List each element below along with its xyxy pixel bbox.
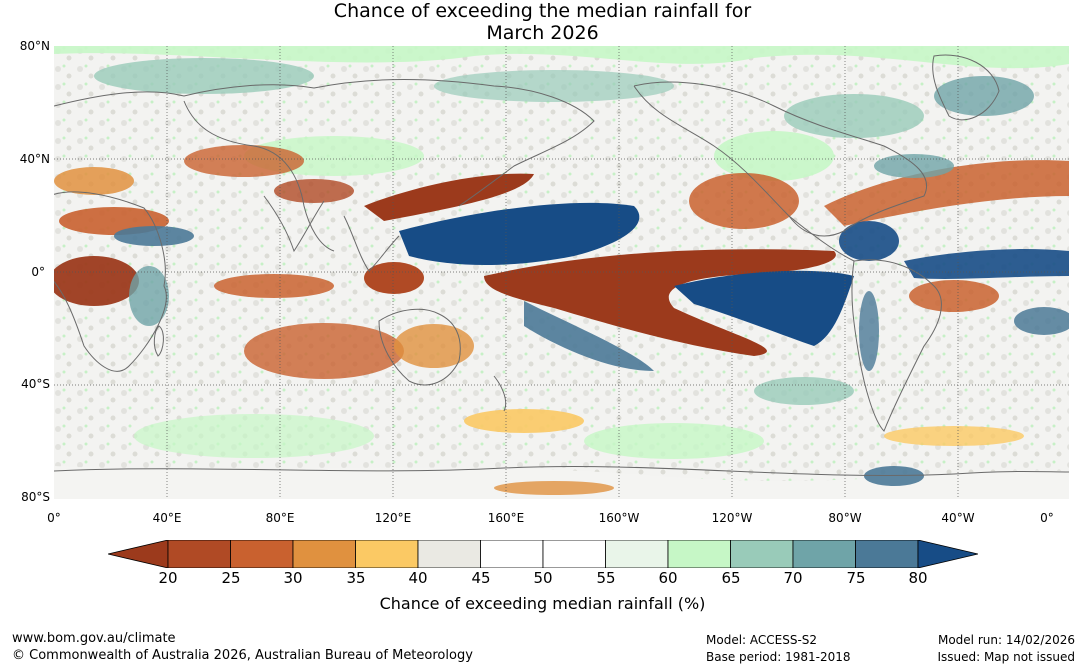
coastlines [54,54,1069,476]
colorbar-tick-55: 55 [596,569,616,587]
colorbar-cap-high [917,540,978,568]
colorbar-tick-30: 30 [283,569,303,587]
lon-label-80w: 80°W [828,511,862,525]
footer-issued: Issued: Map not issued [937,650,1075,664]
rainfall-map[interactable] [54,46,1069,499]
lon-label-120e: 120°E [374,511,412,525]
lon-label-160w: 160°W [598,511,640,525]
colorbar-segment [542,540,606,568]
lon-label-40e: 40°E [152,511,182,525]
colorbar [108,540,978,568]
colorbar-segment [292,540,356,568]
map-title-line2: March 2026 [486,22,599,44]
lon-label-160e: 160°E [487,511,525,525]
footer-website[interactable]: www.bom.gov.au/climate [12,631,176,646]
lon-label-0-east: 0° [1040,511,1054,525]
footer-base-period: Base period: 1981-2018 [706,650,851,664]
colorbar-segment [605,540,669,568]
colorbar-tick-35: 35 [346,569,366,587]
graticule [54,46,1069,499]
colorbar-tick-25: 25 [221,569,241,587]
rainfall-anomaly-field [54,46,1069,499]
lat-label-40n: 40°N [19,152,50,166]
colorbar-tick-40: 40 [408,569,428,587]
footer-copyright: © Commonwealth of Australia 2026, Austra… [12,648,473,663]
colorbar-segment [230,540,294,568]
colorbar-segment [730,540,794,568]
colorbar-segment [417,540,481,568]
lon-label-40w: 40°W [941,511,975,525]
colorbar-segment [855,540,919,568]
lon-label-120w: 120°W [711,511,753,525]
colorbar-tick-45: 45 [471,569,491,587]
lat-label-equator: 0° [31,265,45,279]
colorbar-segment [792,540,856,568]
colorbar-label: Chance of exceeding median rainfall (%) [379,594,706,613]
colorbar-tick-80: 80 [908,569,928,587]
colorbar-segment [667,540,731,568]
colorbar-segment [355,540,419,568]
rainfall-map-svg [54,46,1069,499]
lat-label-80s: 80°S [21,490,50,504]
lat-label-40s: 40°S [21,377,50,391]
colorbar-segment [480,540,544,568]
footer-model: Model: ACCESS-S2 [706,633,818,647]
colorbar-tick-60: 60 [658,569,678,587]
colorbar-cap-low [108,540,169,568]
map-title: Chance of exceeding the median rainfall … [0,0,1085,44]
colorbar-tick-50: 50 [533,569,553,587]
map-title-line1: Chance of exceeding the median rainfall … [333,0,752,22]
colorbar-tick-20: 20 [158,569,178,587]
colorbar-tick-70: 70 [783,569,803,587]
lon-label-80e: 80°E [265,511,295,525]
colorbar-segment [167,540,231,568]
colorbar-tick-75: 75 [846,569,866,587]
colorbar-tick-65: 65 [721,569,741,587]
lon-label-0-west: 0° [47,511,61,525]
lat-label-80n: 80°N [19,39,50,53]
footer-model-run: Model run: 14/02/2026 [937,633,1075,647]
